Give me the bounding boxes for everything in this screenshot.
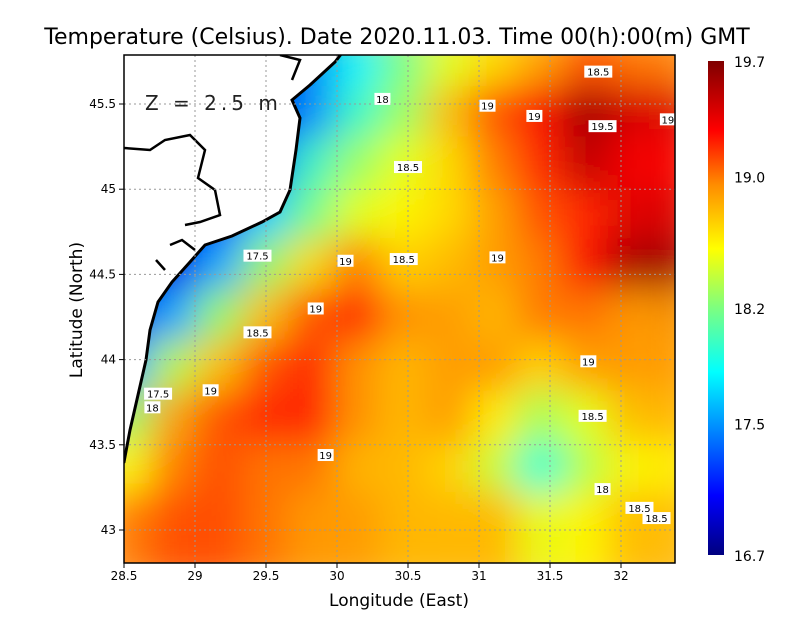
x-tick-label: 29 xyxy=(187,569,202,583)
x-tick-label: 29.5 xyxy=(253,569,280,583)
contour-label-bg xyxy=(389,253,418,266)
contour-label-bg xyxy=(374,92,391,105)
contour-labels: 18.5 18 19 19 19.5 19 18.5 17.5 19 18.5 19 19 18.5 19… xyxy=(144,65,675,525)
y-tick-label: 44.5 xyxy=(89,267,116,281)
contour-label-bg xyxy=(337,254,354,267)
gridlines xyxy=(124,55,675,563)
contour-label-bg xyxy=(489,251,506,264)
contour-label: 17.5 xyxy=(246,252,268,263)
contour-label: 19 xyxy=(481,102,494,113)
contour-label-bg xyxy=(243,249,272,262)
contour-label-bg xyxy=(394,161,422,174)
contour-label: 19 xyxy=(204,386,217,397)
contour-label: 19 xyxy=(491,253,504,264)
contour-label-bg xyxy=(588,120,617,133)
colorbar-label: 17.5 xyxy=(734,417,765,433)
contour-label: 18 xyxy=(376,95,389,106)
y-tick-label: 43.5 xyxy=(89,438,116,452)
contour-label: 18 xyxy=(596,485,609,496)
contour-label-bg xyxy=(625,501,654,514)
x-tick-label: 31.5 xyxy=(537,569,564,583)
contour-label-bg xyxy=(659,113,675,126)
y-tick-label: 43 xyxy=(101,523,116,537)
x-tick-label: 28.5 xyxy=(111,569,138,583)
contour-label: 17.5 xyxy=(147,390,169,401)
x-tick-label: 31 xyxy=(471,569,486,583)
contour-label: 19 xyxy=(661,115,674,126)
contour-label: 18.5 xyxy=(581,412,603,423)
y-tick-label: 45.5 xyxy=(89,97,116,111)
contour-label: 19 xyxy=(309,304,322,315)
contour-label-bg xyxy=(144,401,161,414)
coastline-inland xyxy=(124,55,302,271)
contour-label: 19 xyxy=(528,112,541,123)
colorbar xyxy=(708,61,724,555)
plot-frame xyxy=(123,54,676,564)
contour-label: 18.5 xyxy=(645,514,667,525)
depth-annotation: Z = 2.5 m xyxy=(145,91,282,115)
contour-label: 19 xyxy=(339,257,352,268)
contour-label: 18.5 xyxy=(628,504,650,515)
colorbar-label: 16.7 xyxy=(734,549,765,565)
chart-title: Temperature (Celsius). Date 2020.11.03. … xyxy=(43,25,750,50)
contour-label: 19 xyxy=(582,357,595,368)
contour-label-bg xyxy=(594,483,611,496)
x-tick-label: 30 xyxy=(329,569,344,583)
contour-label: 19.5 xyxy=(591,122,613,133)
contour-label: 18 xyxy=(146,403,159,414)
colorbar-labels: 19.7 19.0 18.2 17.5 16.7 xyxy=(734,55,765,565)
contour-label: 18.5 xyxy=(397,163,419,174)
colorbar-label: 19.0 xyxy=(734,170,765,186)
contour-label-bg xyxy=(526,109,543,122)
contour-label-bg xyxy=(317,449,334,462)
contour-label-bg xyxy=(307,302,324,315)
contour-label-bg xyxy=(642,512,671,525)
y-tick-label: 44 xyxy=(101,353,116,367)
land-polygon xyxy=(124,55,343,464)
x-axis-ticks: 28.5 29 29.5 30 30.5 31 31.5 32 xyxy=(111,563,629,583)
contour-label-bg xyxy=(243,326,272,339)
x-axis-label: Longitude (East) xyxy=(329,591,469,611)
contour-label: 18.5 xyxy=(393,255,415,266)
y-axis-label: Latitude (North) xyxy=(67,242,87,378)
contour-label-bg xyxy=(584,65,613,78)
plot-area: 18.5 18 19 19 19.5 19 18.5 17.5 19 18.5 19 19 18.5 19… xyxy=(124,55,675,563)
x-tick-label: 32 xyxy=(613,569,628,583)
contour-label-bg xyxy=(202,384,219,397)
colorbar-label: 18.2 xyxy=(734,302,765,318)
contour-label: 19 xyxy=(319,451,332,462)
contour-label: 18.5 xyxy=(246,328,268,339)
contour-label: 18.5 xyxy=(587,68,609,79)
colorbar-label: 19.7 xyxy=(734,55,765,71)
y-axis-ticks: 43 43.5 44 44.5 45 45.5 xyxy=(89,97,124,537)
contour-label-bg xyxy=(578,409,607,422)
contour-label-bg xyxy=(580,355,597,368)
y-tick-label: 45 xyxy=(101,182,116,196)
contour-label-bg xyxy=(479,99,496,112)
x-tick-label: 30.5 xyxy=(395,569,422,583)
contour-label-bg xyxy=(144,387,173,400)
